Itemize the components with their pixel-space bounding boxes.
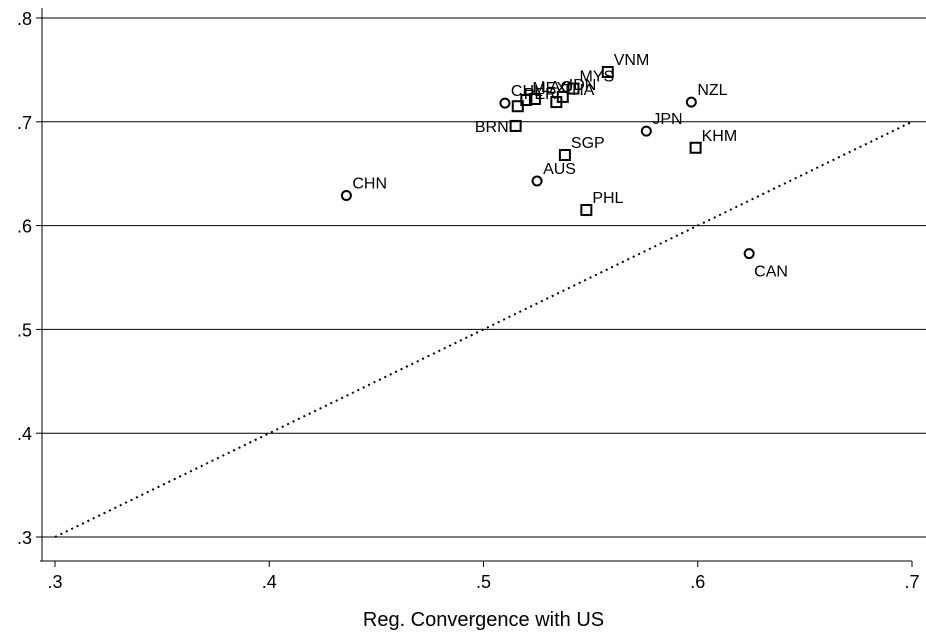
point-square [509, 119, 522, 132]
grid-lines [42, 17, 926, 538]
point-square [601, 65, 614, 78]
reference-diagonal [54, 120, 913, 538]
point-label: VNM [614, 52, 650, 69]
point-label: CHN [352, 175, 387, 192]
x-axis-ticks: .3 .4 .5 .6 .7 [47, 561, 920, 592]
point-square [520, 94, 533, 107]
point-label: SGP [571, 135, 605, 152]
point-label: MYS [579, 69, 614, 86]
y-tick-label: .5 [17, 320, 32, 340]
point-label: PER [524, 86, 557, 103]
point-circle [640, 125, 652, 137]
y-axis-ticks: .3 .4 .5 .6 .7 .8 [17, 9, 42, 548]
point-square [558, 149, 571, 162]
y-tick-label: .3 [17, 528, 32, 548]
point-square [528, 92, 541, 105]
point-square [567, 82, 580, 95]
y-tick-label: .7 [17, 113, 32, 133]
point-circle [499, 97, 511, 109]
x-tick-label: .6 [690, 572, 705, 592]
y-tick-label: .8 [17, 9, 32, 29]
y-tick-label: .4 [17, 424, 32, 444]
point-label: THA [562, 82, 594, 99]
data-points [340, 65, 755, 260]
point-circle [743, 248, 755, 260]
point-label: KHM [702, 128, 738, 145]
point-label: NZL [697, 82, 727, 99]
point-label: CHL [511, 83, 543, 100]
x-tick-label: .7 [904, 572, 919, 592]
x-tick-label: .3 [47, 572, 62, 592]
point-label: IDN [569, 77, 597, 94]
point-label: LAO [541, 79, 573, 96]
x-axis-title: Reg. Convergence with US [363, 609, 604, 631]
point-circle [531, 175, 543, 187]
y-tick-label: .6 [17, 217, 32, 237]
point-label: BRN [475, 119, 509, 136]
x-tick-label: .5 [476, 572, 491, 592]
x-tick-label: .4 [262, 572, 277, 592]
point-square [580, 204, 593, 217]
point-circle [685, 96, 697, 108]
point-label: JPN [652, 111, 682, 128]
point-label: PHL [592, 190, 623, 207]
point-square [689, 141, 702, 154]
point-square [511, 100, 524, 113]
point-circle [340, 189, 352, 201]
point-label: MEX [532, 80, 567, 97]
point-label: AUS [543, 161, 576, 178]
point-square [556, 90, 569, 103]
point-label: CAN [754, 264, 788, 281]
